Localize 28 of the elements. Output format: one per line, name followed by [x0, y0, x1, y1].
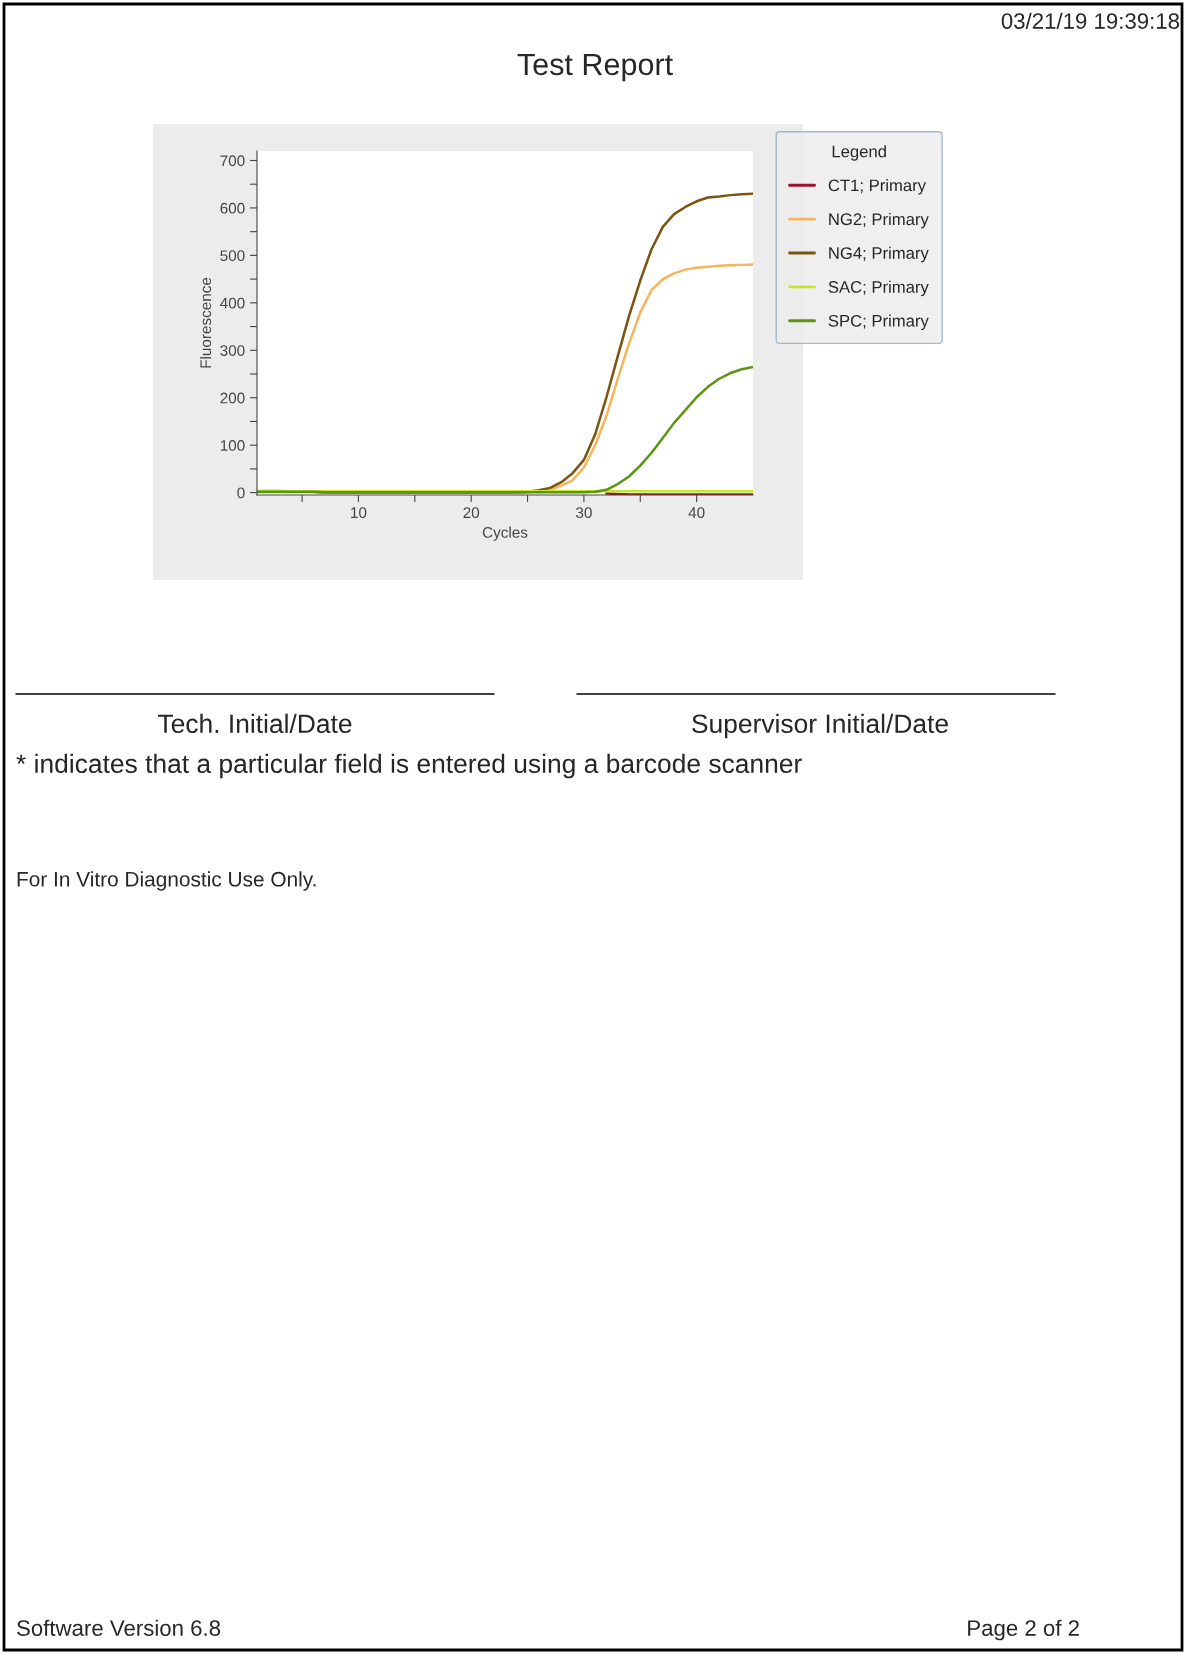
x-axis-title: Cycles [482, 526, 528, 541]
legend-label: SAC; Primary [828, 280, 929, 297]
y-tick-label: 500 [220, 250, 245, 262]
y-tick-label: 200 [220, 392, 245, 404]
text: Supervisor Initial/Date [692, 713, 948, 739]
y-tick-label: 100 [220, 440, 245, 451]
text: Software Version 6.8 [17, 1619, 221, 1636]
x-tick-label: 20 [463, 507, 480, 519]
text: 03/21/19 19:39:18 [1001, 12, 1180, 29]
y-tick-label: 300 [220, 345, 245, 356]
x-tick-label: 10 [351, 507, 367, 519]
text: * indicates that a particular field is entered using a barcode scanner [16, 753, 802, 779]
text: For In Vitro Diagnostic Use Only. [17, 871, 316, 891]
y-tick-label: 0 [237, 487, 245, 499]
legend-label: NG2; Primary [829, 212, 929, 229]
y-tick-label: 600 [220, 202, 245, 214]
text: Tech. Initial/Date [158, 713, 352, 734]
legend-label: SPC; Primary [828, 314, 929, 331]
chart-title: Test Report [517, 53, 673, 82]
text: Page 2 of 2 [968, 1619, 1079, 1641]
x-tick-label: 30 [576, 507, 592, 519]
x-tick-label: 40 [688, 507, 705, 519]
legend-label: CT1; Primary [828, 179, 926, 195]
y-tick-label: 400 [220, 297, 245, 309]
y-axis-title: Fluorescence [199, 277, 212, 368]
y-tick-label: 700 [220, 155, 245, 167]
legend-title: Legend [832, 145, 886, 161]
legend-label: NG4; Primary [829, 246, 929, 263]
